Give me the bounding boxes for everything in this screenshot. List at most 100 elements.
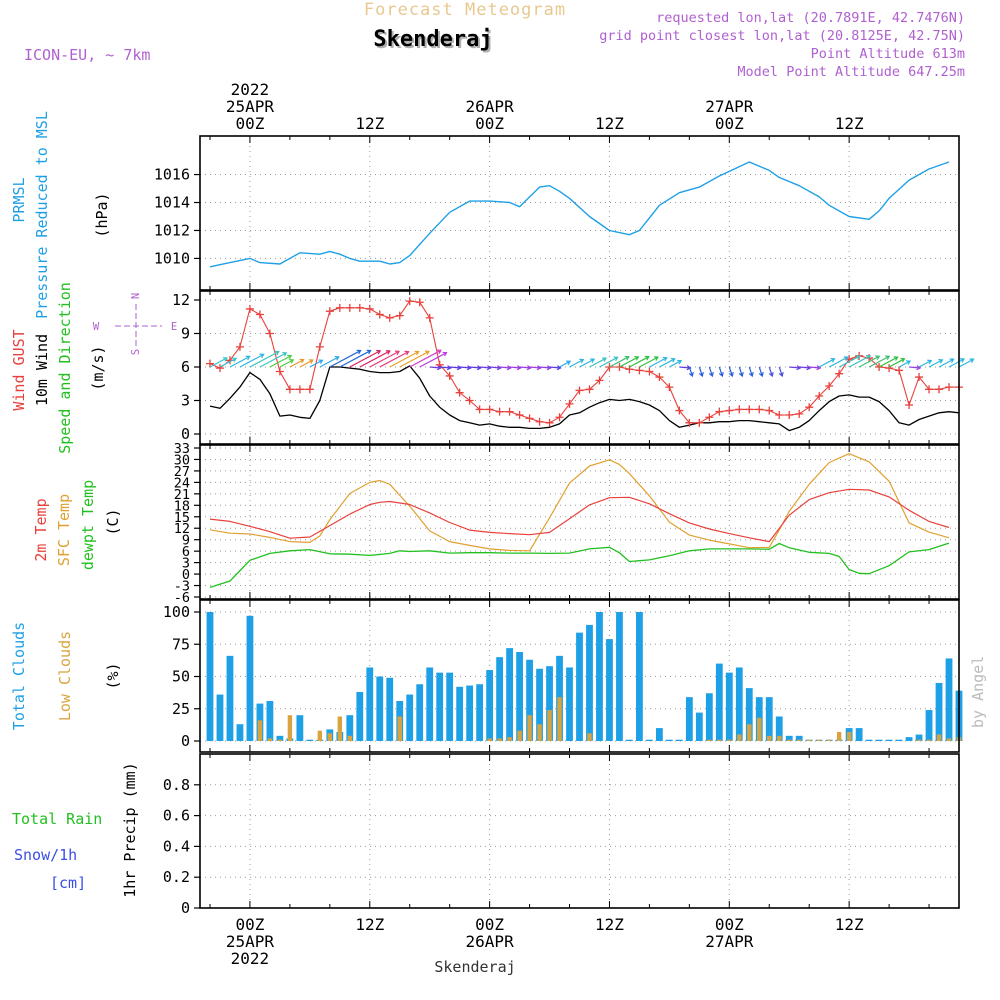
total-cloud-bar — [875, 739, 883, 741]
cloud-labels: Total Clouds Low Clouds (%) — [10, 622, 122, 730]
direction-arrow — [639, 356, 659, 368]
total-cloud-bar — [885, 739, 893, 741]
direction-arrow — [758, 366, 764, 378]
gust-marker — [665, 383, 674, 392]
total-cloud-bar — [665, 739, 673, 741]
clouds-ytick-label: 75 — [172, 635, 190, 653]
pressure-xticks — [209, 136, 930, 290]
point-altitude: Point Altitude 613m — [811, 46, 965, 62]
total-cloud-bar — [745, 688, 753, 741]
gust-marker — [545, 418, 554, 427]
wind-ytick-label: 3 — [181, 392, 190, 410]
low-cloud-bar — [846, 731, 852, 741]
low-cloud-bar — [757, 717, 762, 741]
wind-xticks — [209, 291, 930, 444]
gust-marker — [735, 405, 744, 414]
direction-arrow — [878, 356, 899, 368]
gust-marker — [485, 405, 494, 414]
gust-marker — [585, 385, 594, 394]
direction-arrow — [669, 359, 683, 368]
gust-marker — [815, 392, 824, 401]
direction-arrow — [279, 359, 295, 368]
direction-arrow — [649, 356, 668, 368]
total-cloud-bar — [646, 739, 653, 741]
time-label-bottom: 00Z — [235, 915, 264, 934]
total-cloud-bar — [935, 682, 943, 741]
temp-ytick-label: -3 — [174, 579, 190, 595]
footer-location: Skenderaj — [434, 958, 515, 976]
low-cloud-bar — [787, 739, 792, 741]
low-cloud-bar — [287, 715, 293, 741]
clouds-ytick-label: 0 — [181, 732, 190, 750]
low-cloud-bar — [347, 735, 353, 741]
gust-marker — [535, 417, 544, 426]
total-cloud-bar — [636, 612, 643, 741]
gust-marker — [245, 304, 254, 313]
total-cloud-bar — [356, 691, 364, 741]
pressure-ytick-label: 1016 — [154, 166, 190, 184]
label-total-clouds: Total Clouds — [10, 622, 28, 730]
direction-arrow — [569, 358, 585, 368]
gust-marker — [875, 363, 884, 371]
direction-arrow — [828, 356, 849, 368]
total-cloud-bar — [476, 684, 484, 741]
gust-marker — [415, 298, 424, 307]
gust-marker — [515, 411, 524, 420]
direction-arrow — [619, 356, 640, 368]
low-cloud-bar — [267, 738, 273, 741]
pressure-ytick-label: 1012 — [154, 221, 190, 239]
direction-arrow — [958, 358, 975, 368]
time-label-top: 2022 — [231, 80, 270, 99]
direction-arrow — [399, 350, 430, 368]
low-cloud-bar — [727, 739, 732, 741]
low-cloud-bar — [767, 735, 772, 741]
direction-arrow — [838, 355, 861, 368]
total-cloud-bar — [616, 612, 623, 741]
direction-arrow — [748, 366, 754, 378]
gust-marker — [755, 405, 764, 414]
gust-marker — [255, 310, 264, 319]
direction-arrow — [778, 366, 784, 378]
gust-marker — [705, 413, 714, 422]
total-cloud-bar — [386, 677, 394, 741]
total-cloud-bar — [486, 670, 494, 741]
time-label-top: 12Z — [355, 114, 384, 133]
precip-ytick-label: 0.4 — [163, 837, 190, 855]
direction-arrow — [319, 356, 340, 368]
gust-marker — [555, 413, 564, 422]
pressure-ytick-label: 1010 — [154, 249, 190, 267]
total-cloud-bar — [596, 612, 603, 741]
time-label-top: 27APR — [705, 97, 754, 116]
low-cloud-bar — [836, 731, 842, 741]
direction-arrow — [659, 357, 676, 368]
pressure-frame — [199, 135, 960, 291]
total-cloud-bar — [795, 735, 803, 741]
direction-arrow — [289, 358, 305, 368]
direction-arrow — [229, 355, 251, 368]
gust-marker — [825, 381, 834, 390]
label-10m-wind: 10m Wind — [33, 334, 51, 406]
low-cloud-bar — [777, 735, 782, 741]
direction-arrow — [419, 351, 448, 368]
direction-arrow — [589, 357, 608, 368]
gust-marker — [885, 364, 894, 373]
time-label-top: 12Z — [595, 114, 624, 133]
clouds-xticks — [209, 600, 930, 752]
total-cloud-bar — [865, 739, 873, 741]
total-cloud-bar — [296, 715, 304, 741]
total-cloud-bar — [236, 724, 244, 741]
label-wind-gust: Wind GUST — [10, 329, 28, 410]
time-label-top: 25APR — [226, 97, 275, 116]
temp-ytick-label: 9 — [182, 533, 190, 549]
total-cloud-bar — [376, 676, 384, 741]
low-cloud-bar — [257, 720, 263, 741]
total-cloud-bar — [855, 728, 863, 741]
gust-marker — [675, 406, 684, 415]
direction-arrow — [359, 350, 391, 368]
temp-xticks — [209, 445, 930, 599]
gust-marker — [345, 303, 354, 312]
temp-ytick-label: 15 — [174, 510, 190, 526]
direction-arrow — [909, 365, 922, 371]
gust-marker — [765, 406, 774, 415]
